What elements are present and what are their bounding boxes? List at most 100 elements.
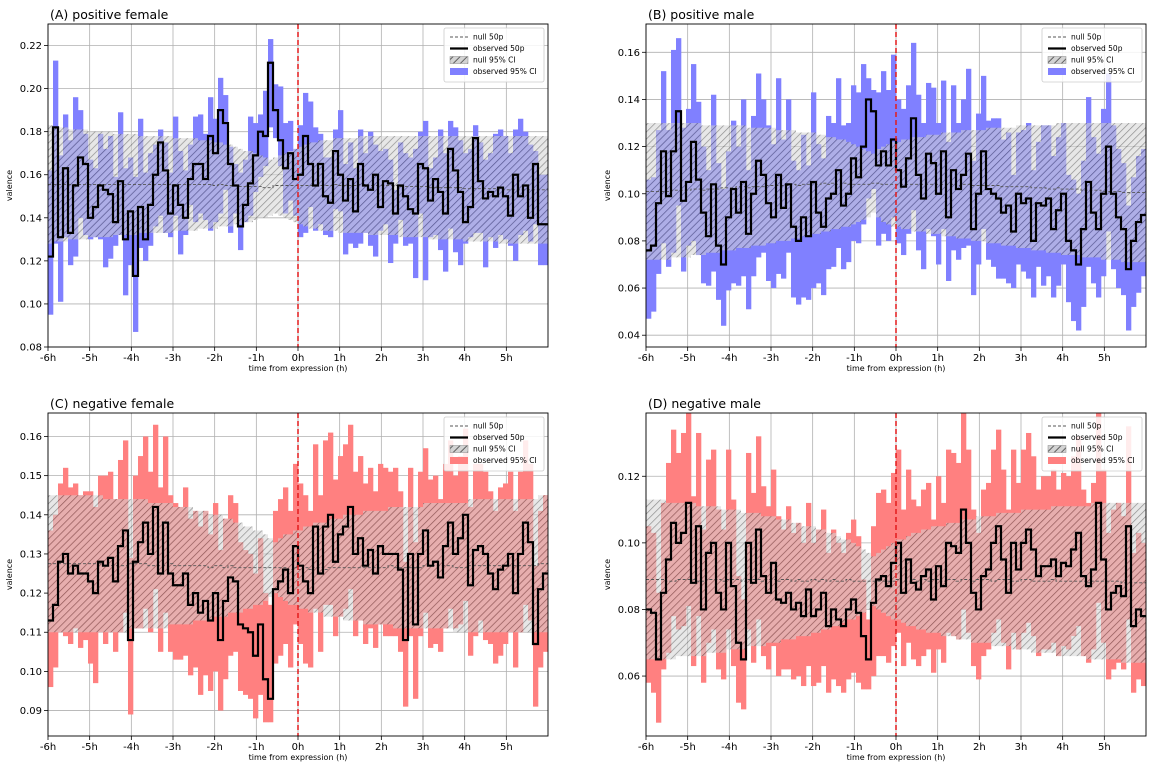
x-tick-label: -3h — [165, 742, 181, 753]
observed-ci-bar — [133, 176, 139, 332]
x-tick-label: 2h — [375, 742, 388, 753]
y-tick-label: 0.10 — [618, 538, 640, 549]
x-tick-label: 1h — [931, 353, 944, 364]
observed-ci-bar — [243, 550, 249, 695]
x-tick-label: -1h — [248, 353, 264, 364]
observed-50p-line — [646, 501, 1146, 661]
legend-swatch-observed-ci — [450, 457, 468, 464]
legend-entry: null 50p — [473, 33, 504, 42]
observed-ci-bar — [278, 86, 284, 167]
observed-50p-line — [48, 505, 548, 700]
y-tick-label: 0.12 — [20, 589, 42, 600]
null-50p-line — [48, 183, 548, 191]
y-tick-label: 0.08 — [618, 605, 640, 616]
x-tick-label: -4h — [721, 353, 737, 364]
x-tick-label: 4h — [458, 742, 471, 753]
x-tick-label: 1h — [333, 742, 346, 753]
x-tick-label: 0h — [292, 353, 305, 364]
x-tick-label: 1h — [931, 742, 944, 753]
y-tick-label: 0.16 — [20, 432, 42, 443]
observed-ci-bar — [218, 550, 224, 711]
x-tick-label: -5h — [82, 353, 98, 364]
x-tick-label: -2h — [805, 353, 821, 364]
x-tick-label: 0h — [292, 742, 305, 753]
observed-ci-bar — [866, 78, 872, 199]
x-tick-label: 3h — [1015, 742, 1028, 753]
x-tick-label: 5h — [500, 353, 513, 364]
y-tick-label: 0.16 — [20, 170, 42, 181]
x-tick-label: -1h — [248, 742, 264, 753]
y-tick-label: 0.12 — [20, 256, 42, 267]
x-tick-label: -4h — [721, 742, 737, 753]
legend: null 50p observed 50p null 95% CI observed … — [443, 416, 545, 472]
x-axis-label: time from expression (h) — [249, 364, 348, 373]
y-tick-label: 0.06 — [618, 284, 640, 295]
legend-swatch-observed-ci — [1048, 457, 1066, 464]
legend-swatch-null-ci — [449, 56, 469, 64]
x-tick-label: -5h — [680, 353, 696, 364]
legend-box — [443, 416, 545, 472]
x-axis-label: time from expression (h) — [249, 753, 348, 762]
legend-entry: observed 50p — [473, 44, 525, 53]
x-tick-label: 0h — [890, 742, 903, 753]
y-tick-label: 0.14 — [618, 95, 640, 106]
legend-swatch-null-ci — [449, 445, 469, 453]
plot-area — [48, 424, 548, 723]
observed-ci-bar — [253, 573, 259, 719]
x-tick-label: 3h — [1015, 353, 1028, 364]
chart-panel-0: -6h -5h -4h -3h -2h -1h 0h 1h 2h 3h 4h 5h 0.08 0.10 0.… — [5, 7, 549, 373]
x-tick-label: 0h — [890, 353, 903, 364]
x-tick-label: 3h — [417, 742, 430, 753]
observed-ci-bar — [861, 579, 867, 690]
legend-entry: null 95% CI — [1071, 445, 1114, 454]
x-tick-label: 4h — [1056, 353, 1069, 364]
legend-entry: observed 95% CI — [473, 67, 537, 76]
x-tick-label: 2h — [973, 353, 986, 364]
x-tick-label: 2h — [375, 353, 388, 364]
observed-ci-bar — [258, 114, 264, 177]
y-tick-label: 0.10 — [20, 667, 42, 678]
y-axis-label: valence — [603, 170, 612, 201]
legend-box — [443, 27, 545, 83]
x-tick-label: -2h — [207, 742, 223, 753]
x-tick-label: -1h — [846, 353, 862, 364]
x-tick-label: -4h — [123, 742, 139, 753]
y-tick-label: 0.12 — [618, 472, 640, 483]
legend-box — [1041, 27, 1143, 83]
x-tick-label: -6h — [40, 742, 56, 753]
observed-ci-bar — [403, 561, 409, 707]
legend-swatch-observed-ci — [450, 68, 468, 75]
panel-title: (C) negative female — [50, 396, 174, 411]
legend-entry: null 95% CI — [473, 56, 516, 65]
observed-ci-bar — [741, 599, 747, 710]
y-tick-label: 0.04 — [618, 331, 640, 342]
legend-entry: null 50p — [1071, 33, 1102, 42]
x-tick-label: 5h — [1098, 742, 1111, 753]
y-tick-label: 0.13 — [20, 549, 42, 560]
observed-ci-bar — [263, 593, 269, 723]
x-tick-label: -3h — [763, 742, 779, 753]
legend-swatch-null-ci — [1047, 56, 1067, 64]
x-tick-label: -3h — [763, 353, 779, 364]
legend-box — [1041, 416, 1143, 472]
y-tick-label: 0.08 — [20, 343, 42, 354]
legend-entry: observed 50p — [1071, 433, 1123, 442]
x-tick-label: -5h — [82, 742, 98, 753]
observed-ci-bar — [841, 552, 847, 693]
x-tick-label: -3h — [165, 353, 181, 364]
legend: null 50p observed 50p null 95% CI observed … — [1041, 27, 1143, 83]
legend-swatch-null-ci — [1047, 445, 1067, 453]
observed-ci-bar — [223, 95, 229, 190]
observed-ci-bar — [248, 553, 254, 699]
plot-area — [646, 38, 1146, 331]
null-50p-line — [646, 579, 1146, 584]
observed-ci-bar — [268, 39, 274, 128]
y-tick-label: 0.08 — [618, 236, 640, 247]
observed-ci-bar — [128, 557, 134, 715]
chart-panel-2: -6h -5h -4h -3h -2h -1h 0h 1h 2h 3h 4h 5h 0.09 0.10 0.… — [5, 396, 549, 762]
legend-entry: null 50p — [473, 422, 504, 431]
x-tick-label: 3h — [417, 353, 430, 364]
observed-ci-bar — [676, 38, 682, 206]
observed-ci-bar — [268, 604, 274, 723]
observed-ci-bar — [263, 90, 269, 167]
